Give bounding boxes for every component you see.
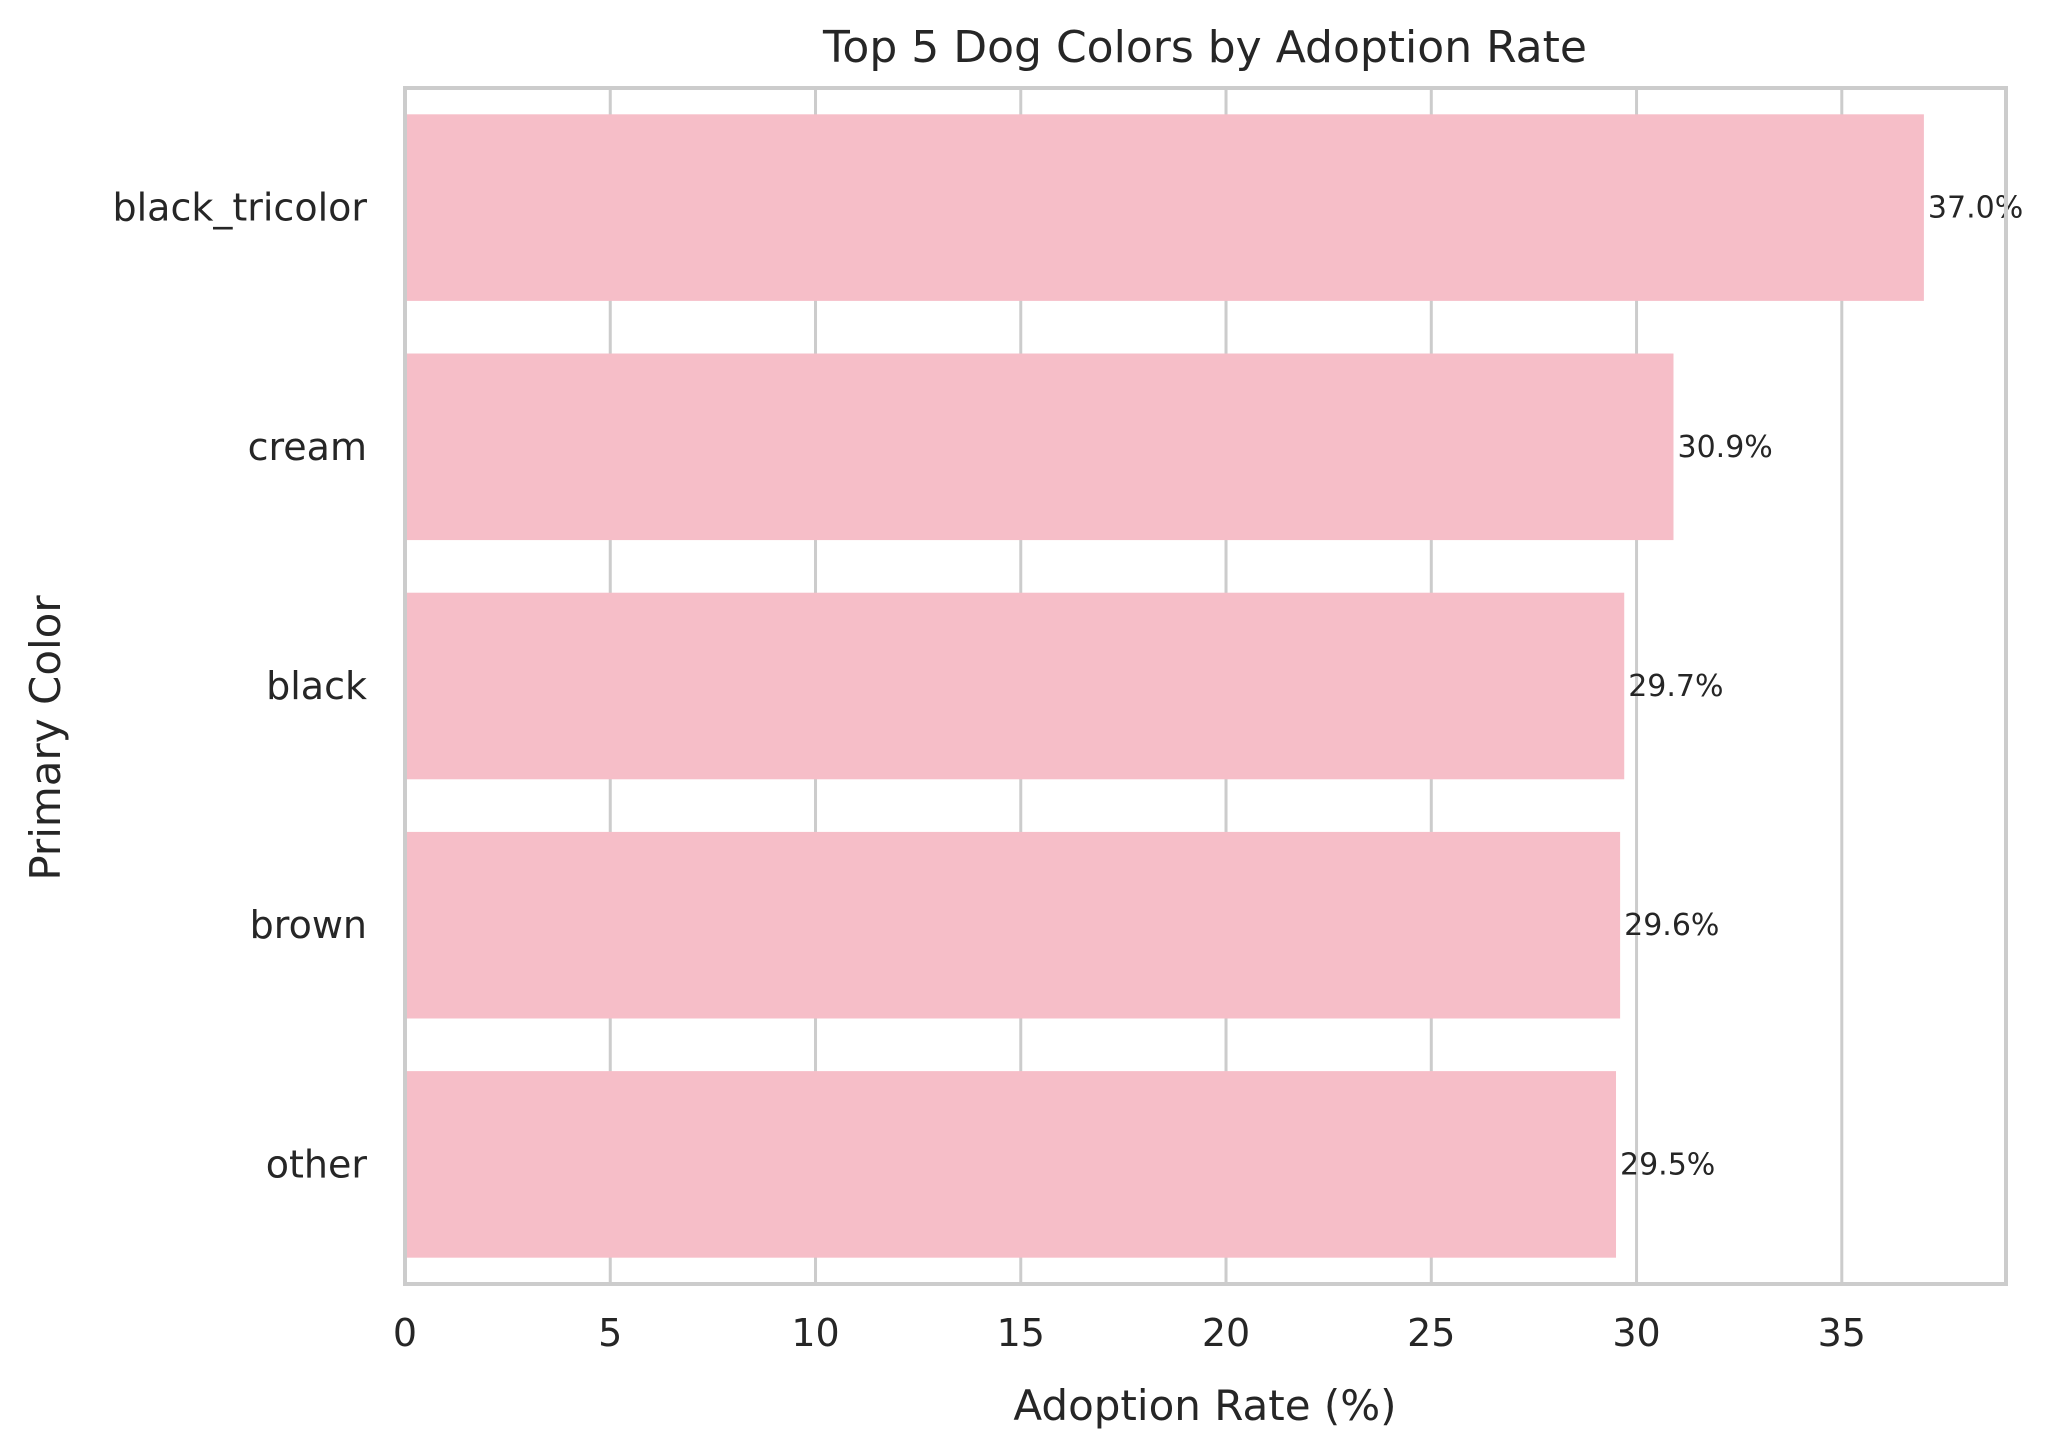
- bar-brown: [407, 831, 1621, 1019]
- x-axis-label: Adoption Rate (%): [1013, 1381, 1396, 1430]
- bar-data-label: 29.6%: [1624, 908, 1719, 943]
- x-tick-label: 35: [1818, 1311, 1866, 1355]
- x-tick-label: 25: [1407, 1311, 1455, 1355]
- y-category-label: brown: [250, 903, 367, 947]
- chart-title: Top 5 Dog Colors by Adoption Rate: [822, 22, 1587, 73]
- x-tick-label: 20: [1202, 1311, 1250, 1355]
- bars: [407, 114, 1924, 1258]
- y-category-label: cream: [248, 425, 367, 469]
- x-tick-label: 5: [598, 1311, 622, 1355]
- bar-black-tricolor: [407, 114, 1924, 301]
- plot-frame: [403, 86, 2008, 1286]
- bar-other: [407, 1071, 1617, 1258]
- x-tick-label: 0: [393, 1311, 417, 1355]
- bar-cream: [407, 353, 1674, 541]
- bar-black: [407, 592, 1625, 780]
- y-category-label: other: [266, 1142, 368, 1186]
- x-tick-label: 15: [997, 1311, 1045, 1355]
- bar-data-label: 29.7%: [1628, 669, 1723, 704]
- y-axis-label: Primary Color: [21, 595, 70, 881]
- y-category-label: black_tricolor: [112, 186, 367, 230]
- x-tick-labels: 0 5 10 15 20 25 30 35: [393, 1311, 1866, 1355]
- bar-data-label: 29.5%: [1620, 1147, 1715, 1182]
- bar-data-labels: 37.0% 30.9% 29.7% 29.6% 29.5%: [1620, 191, 2023, 1183]
- bar-data-label: 30.9%: [1677, 430, 1772, 465]
- bar-data-label: 37.0%: [1928, 191, 2023, 226]
- y-category-label: black: [266, 664, 367, 708]
- x-tick-label: 30: [1612, 1311, 1660, 1355]
- x-tick-label: 10: [791, 1311, 839, 1355]
